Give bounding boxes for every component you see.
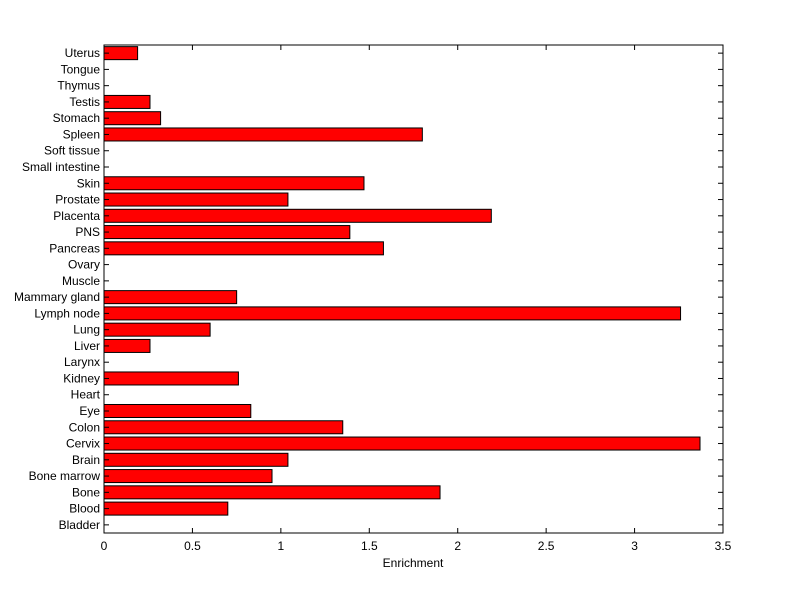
y-tick-label: Skin xyxy=(77,176,100,190)
x-tick-label: 2 xyxy=(454,539,461,553)
bar xyxy=(103,485,441,500)
bar xyxy=(103,452,289,467)
y-tick-label: Testis xyxy=(69,95,100,109)
y-tick-label: Cervix xyxy=(66,437,100,451)
x-tick-label: 1.5 xyxy=(361,539,378,553)
plot-frame xyxy=(103,44,724,534)
y-tick-label: Brain xyxy=(72,453,100,467)
y-tick-label: Bone xyxy=(72,485,100,499)
x-tick-label: 3 xyxy=(631,539,638,553)
x-tick-label: 1 xyxy=(278,539,285,553)
y-tick-label: Uterus xyxy=(65,46,100,60)
bar xyxy=(103,501,229,516)
x-tick-label: 3.5 xyxy=(715,539,732,553)
x-tick-label: 0.5 xyxy=(184,539,201,553)
y-tick-label: PNS xyxy=(75,225,100,239)
y-tick-label: Soft tissue xyxy=(44,144,100,158)
labels-group: Bladder Blood Bone Bone marrow Brain Cervix Co… xyxy=(14,46,732,553)
bar xyxy=(103,420,344,435)
y-tick-label: Placenta xyxy=(53,209,100,223)
bar xyxy=(103,371,239,386)
bar xyxy=(103,111,162,126)
y-tick-label: Lymph node xyxy=(34,306,100,320)
y-tick-label: Bone marrow xyxy=(29,469,101,483)
bar xyxy=(103,469,273,484)
bar xyxy=(103,46,139,61)
y-tick-label: Colon xyxy=(69,420,100,434)
x-tick-label: 0 xyxy=(101,539,108,553)
bar xyxy=(103,176,365,191)
x-axis-title: Enrichment xyxy=(383,556,444,570)
bar xyxy=(103,436,701,451)
y-tick-label: Spleen xyxy=(63,127,100,141)
ticks-group xyxy=(103,45,724,533)
y-tick-label: Small intestine xyxy=(22,160,100,174)
y-tick-label: Lung xyxy=(73,323,100,337)
bar xyxy=(103,225,351,240)
y-tick-label: Liver xyxy=(74,339,100,353)
bar xyxy=(103,322,211,337)
bar xyxy=(103,241,384,256)
y-tick-label: Blood xyxy=(69,502,100,516)
y-tick-label: Eye xyxy=(79,404,100,418)
x-tick-label: 2.5 xyxy=(538,539,555,553)
y-tick-label: Tongue xyxy=(61,62,101,76)
bar xyxy=(103,192,289,207)
y-tick-label: Thymus xyxy=(57,79,100,93)
y-tick-label: Pancreas xyxy=(49,241,100,255)
bar xyxy=(103,306,682,321)
bar xyxy=(103,127,423,142)
bar xyxy=(103,94,151,109)
y-tick-label: Kidney xyxy=(63,371,100,385)
y-tick-label: Heart xyxy=(71,388,101,402)
y-tick-label: Ovary xyxy=(68,258,100,272)
y-tick-label: Bladder xyxy=(59,518,100,532)
y-tick-label: Prostate xyxy=(55,193,100,207)
y-tick-label: Stomach xyxy=(53,111,100,125)
bar xyxy=(103,290,238,305)
bar xyxy=(103,208,492,223)
y-tick-label: Larynx xyxy=(64,355,100,369)
y-tick-label: Mammary gland xyxy=(14,290,100,304)
bar xyxy=(103,338,151,353)
bar xyxy=(103,403,252,419)
y-tick-label: Muscle xyxy=(62,274,100,288)
